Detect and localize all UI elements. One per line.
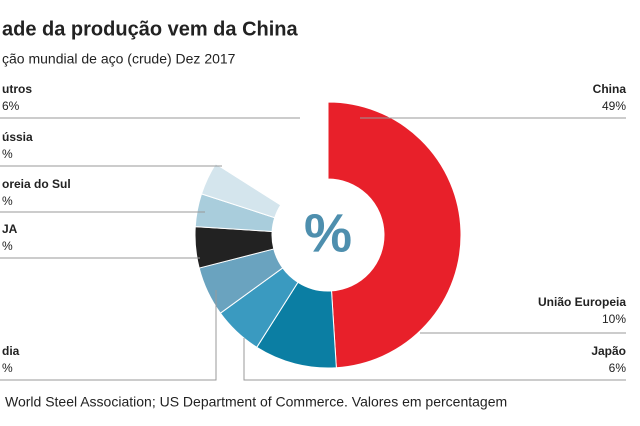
source: World Steel Association; US Department o… [5,394,507,410]
chart-title: ade da produção vem da China [2,18,299,40]
chart-subtitle: ção mundial de aço (crude) Dez 2017 [2,51,236,67]
slice [327,101,462,369]
label-name: China [593,82,627,96]
label-value: 49% [602,99,626,113]
label-name: Japão [591,344,626,358]
label-value: 6% [609,361,627,375]
label-value: % [2,147,13,161]
center-label: % [304,203,352,263]
label-value: 6% [2,99,20,113]
leader-line [0,290,217,381]
label-value: % [2,239,13,253]
slice [215,101,329,206]
label-value: 10% [602,312,626,326]
label-name: União Europeia [538,295,626,309]
label-name: utros [2,82,32,96]
label-name: JA [2,222,18,236]
label-name: dia [2,344,20,358]
label-value: % [2,361,13,375]
label-name: oreia do Sul [2,177,71,191]
leader-line [243,338,626,381]
label-name: ússia [2,130,33,144]
label-value: % [2,194,13,208]
